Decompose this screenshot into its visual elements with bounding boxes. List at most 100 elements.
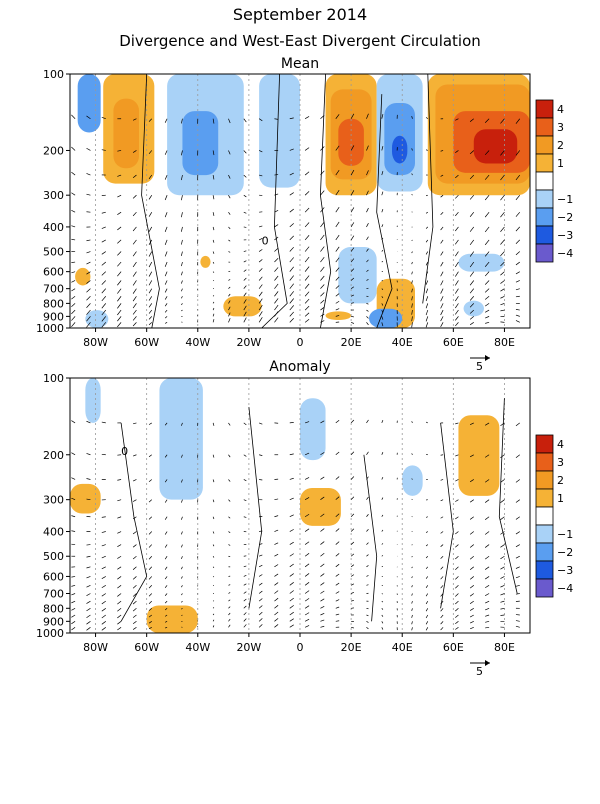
vector-arrow — [133, 567, 136, 570]
vector-arrow — [165, 195, 167, 200]
vector-arrow — [351, 554, 354, 556]
vector-arrow — [351, 322, 354, 323]
vector-arrow — [274, 276, 278, 281]
vector-arrow — [86, 608, 90, 611]
vector-arrow — [485, 585, 489, 587]
vector-arrow — [165, 594, 167, 596]
vector-arrow — [149, 195, 152, 199]
vector-arrow — [213, 625, 214, 627]
vector-arrow — [500, 594, 504, 596]
vector-arrow — [244, 592, 247, 594]
x-tick-label: 40E — [392, 336, 413, 349]
vector-arrow — [102, 289, 106, 293]
x-tick-label: 80E — [494, 641, 515, 654]
vector-arrow — [244, 599, 247, 601]
vector-arrow — [382, 601, 383, 602]
vector-arrow — [366, 627, 368, 629]
vector-arrow — [320, 292, 324, 296]
vector-arrow — [412, 499, 413, 500]
vector-arrow — [305, 477, 309, 479]
vector-arrow — [274, 605, 278, 608]
vector-arrow — [305, 542, 309, 545]
vector-arrow — [516, 296, 520, 297]
vector-arrow — [290, 515, 294, 517]
vector-arrow — [426, 621, 428, 624]
vector-arrow — [351, 316, 354, 317]
y-tick-label: 200 — [43, 449, 64, 462]
vector-arrow — [412, 627, 413, 630]
vector-arrow — [441, 310, 443, 315]
contour-label: 0 — [262, 235, 269, 248]
contour-label: 0 — [121, 445, 128, 458]
vector-arrow — [426, 296, 428, 301]
vector-arrow — [274, 298, 278, 303]
vector-arrow — [426, 303, 428, 308]
colorbar-swatch — [536, 471, 553, 489]
vector-arrow — [71, 478, 75, 480]
y-tick-label: 800 — [43, 297, 64, 310]
vector-arrow — [382, 224, 383, 227]
vector-arrow — [102, 615, 106, 618]
vector-arrow — [516, 195, 520, 200]
vector-arrow — [274, 267, 278, 271]
vector-arrow — [441, 576, 443, 579]
vector-arrow — [228, 227, 230, 229]
vector-arrow — [133, 322, 136, 326]
vector-arrow — [290, 625, 294, 627]
vector-arrow — [336, 477, 339, 480]
vector-arrow — [470, 227, 474, 232]
vector-arrow — [149, 556, 152, 559]
x-tick-label: 20E — [341, 336, 362, 349]
y-tick-label: 400 — [43, 221, 64, 234]
vector-arrow — [102, 585, 106, 587]
vector-arrow — [382, 621, 383, 623]
vector-arrow — [516, 532, 520, 534]
vector-arrow — [71, 239, 75, 240]
vector-arrow — [426, 517, 428, 518]
vector-arrow — [86, 556, 90, 557]
colorbar-label: 1 — [557, 492, 564, 505]
vector-arrow — [305, 292, 309, 297]
vector-arrow — [213, 607, 214, 608]
vector-arrow — [117, 517, 121, 518]
vector-arrow — [516, 556, 520, 558]
vector-arrow — [336, 247, 339, 252]
figure-title: September 2014 — [233, 5, 367, 24]
vector-arrow — [500, 212, 504, 217]
vector-arrow — [133, 262, 136, 267]
vector-arrow — [133, 272, 136, 277]
vector-arrow — [441, 627, 443, 630]
vector-arrow — [165, 289, 167, 293]
vector-arrow — [274, 618, 278, 621]
vector-arrow — [320, 529, 324, 532]
vector-arrow — [336, 301, 339, 303]
vector-arrow — [500, 303, 504, 304]
vector-arrow — [181, 615, 182, 616]
vector-arrow — [290, 267, 294, 272]
vector-arrow — [228, 625, 230, 627]
vector-arrow — [71, 421, 75, 423]
vector-arrow — [274, 591, 278, 594]
vector-arrow — [102, 621, 106, 624]
vector-arrow — [441, 316, 443, 321]
vector-arrow — [244, 500, 247, 501]
y-tick-label: 700 — [43, 283, 64, 296]
vector-arrow — [181, 289, 182, 292]
vector-arrow — [470, 296, 474, 300]
vector-arrow — [290, 299, 294, 304]
vector-arrow — [259, 423, 262, 424]
vector-arrow — [213, 319, 214, 322]
vector-arrow — [117, 195, 121, 197]
vector-arrow — [71, 627, 75, 630]
vector-arrow — [455, 303, 458, 308]
vector-arrow — [117, 289, 121, 294]
vector-arrow — [320, 542, 324, 545]
vector-arrow — [133, 195, 136, 198]
colorbar-label: 2 — [557, 139, 564, 152]
vector-arrow — [86, 615, 90, 618]
vector-arrow — [213, 262, 214, 264]
vector-arrow — [412, 594, 413, 596]
vector-arrow — [102, 576, 106, 578]
colorbar-label: 3 — [557, 121, 564, 134]
vector-arrow — [305, 598, 309, 601]
